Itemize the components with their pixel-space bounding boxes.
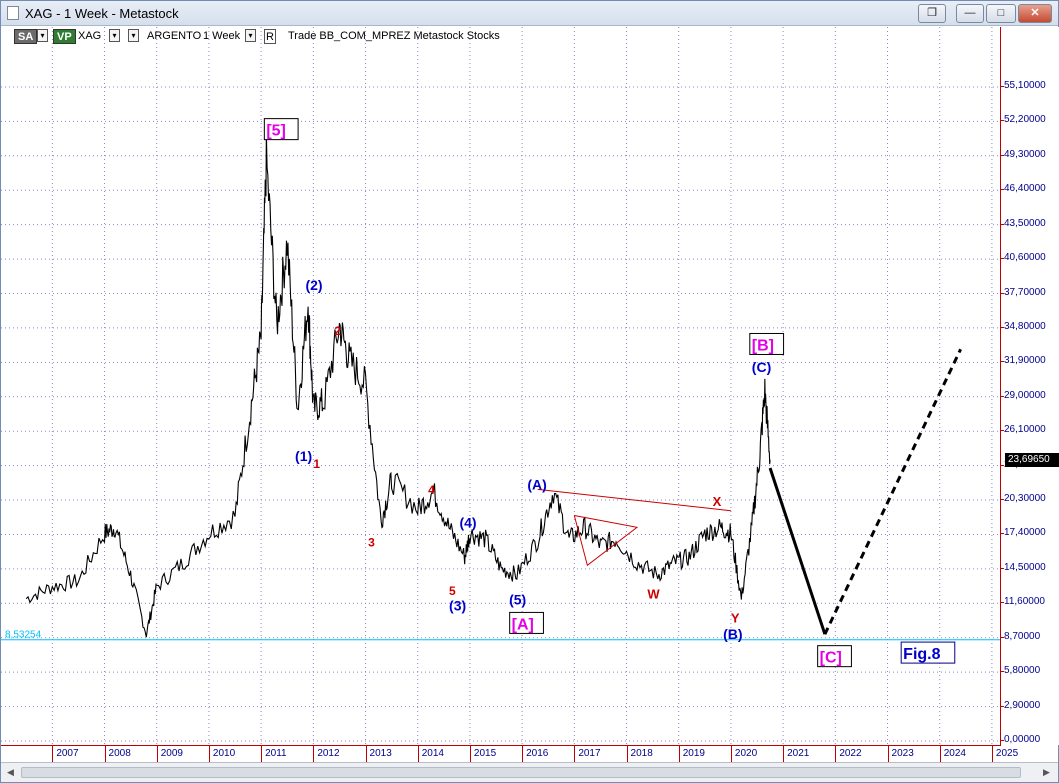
wave-label-wC: (C) [752,359,771,375]
period-label: 1 Week [203,30,241,42]
price-series-line [25,131,771,638]
wave-label-box [749,332,785,355]
y-tick-label: 26,10000 [1000,424,1046,436]
wave-label-w5: (5) [509,591,526,607]
wave-label-wC_major: [C] [820,650,842,667]
title-bar: XAG - 1 Week - Metastock ❐ — □ ✕ [1,1,1058,26]
wave-label-s5: 5 [449,584,456,598]
y-tick-label: 40,60000 [1000,252,1046,264]
x-tick-label: 2007 [52,746,79,762]
chart-plot-area[interactable]: [5] (2) (1) (3) (4) (5) 2 1 3 4 5 [A] (A) X W Y (B) (C) [B… [1,27,1001,745]
wave-label-fig: Fig.8 [903,646,940,663]
projection-down-line [768,467,827,635]
window-title: XAG - 1 Week - Metastock [25,6,179,21]
x-tick-label: 2011 [261,746,287,762]
x-tick-label: 2016 [522,746,549,762]
sa-button[interactable]: SA [14,29,38,44]
y-axis: 55,10000 52,20000 49,30000 46,40000 43,50000… [999,27,1059,745]
vp-button[interactable]: VP [53,29,76,44]
wave-label-box [263,118,299,141]
x-tick-label: 2024 [939,746,966,762]
scroll-right-icon[interactable]: ▶ [1043,767,1050,777]
wave-label-w2: (2) [305,277,322,293]
chart-toolbar: SA ▾ VP XAG ▾ ▾ ARGENTO 1 Week ▾ R Trade… [1,27,1001,47]
symbol-dropdown-icon[interactable]: ▾ [109,29,120,42]
scroll-left-icon[interactable]: ◀ [7,767,14,777]
wave-label-wW: W [647,587,660,602]
x-tick-label: 2008 [104,746,131,762]
y-tick-label: 31,90000 [1000,355,1046,367]
y-tick-label: 0,00000 [999,734,1041,745]
y-tick-label: 37,70000 [1000,286,1046,298]
x-tick-label: 2010 [208,746,236,762]
projection-up-line [823,348,962,635]
wave-label-wB_major: [B] [752,337,774,354]
maximize-button[interactable]: □ [986,4,1016,23]
document-icon [7,6,19,20]
y-tick-label: 46,40000 [1000,183,1046,195]
y-tick-label: 5,80000 [999,665,1041,677]
y-tick-label: 2,90000 [999,699,1041,711]
minimize-button[interactable]: — [956,4,984,23]
triangle-pattern [573,514,639,567]
wave-label-box [817,645,852,668]
x-tick-label: 2025 [991,746,1019,762]
x-tick-label: 2023 [887,746,914,762]
y-tick-label: 34,80000 [1000,320,1046,332]
x-tick-label: 2009 [156,746,183,762]
sa-dropdown-icon[interactable]: ▾ [37,29,48,42]
wave-label-w4: (4) [459,514,476,530]
y-tick-label: 55,10000 [1000,79,1046,91]
x-tick-label: 2018 [626,746,653,762]
horizontal-scrollbar[interactable]: ◀ ▶ [1,762,1058,782]
wave-label-wY: Y [731,610,740,625]
y-tick-label: 43,50000 [1000,217,1046,229]
y-tick-label: 20,30000 [1000,493,1046,505]
wave-label-s2: 2 [334,324,341,338]
x-tick-label: 2014 [417,746,444,762]
wave-label-w5_major: [5] [266,123,286,140]
x-tick-label: 2012 [313,746,340,762]
x-tick-label: 2013 [365,746,392,762]
y-tick-label: 49,30000 [1000,148,1046,160]
symbol-label: XAG [78,30,102,42]
wave-label-s4: 4 [428,483,435,497]
scrollbar-thumb[interactable] [21,767,1021,778]
wave-label-s3: 3 [368,535,375,549]
y-tick-label: 11,60000 [1000,596,1045,608]
wave-label-w1: (1) [295,448,312,464]
x-tick-label: 2022 [835,746,862,762]
toolbar-info: Trade BB_COM_MPREZ Metastock Stocks [288,30,500,42]
y-tick-label: 17,40000 [1000,527,1046,539]
x-tick-label: 2020 [730,746,758,762]
trend-line [537,488,731,512]
wave-label-wX: X [713,494,722,509]
x-tick-label: 2015 [469,746,497,762]
price-chart: [5] (2) (1) (3) (4) (5) 2 1 3 4 5 [A] (A) X W Y(B) (C) [B… [1,27,1001,745]
reference-level-label: 8,53254 [5,630,42,641]
wave-label-wB: (B) [723,626,742,642]
y-tick-label: 52,20000 [1000,114,1046,126]
last-price-tag: 23,69650 [1005,452,1059,467]
period-dropdown-icon[interactable]: ▾ [245,29,256,42]
r-button[interactable]: R [264,29,276,44]
y-tick-label: 29,00000 [1000,389,1046,401]
indicator-dropdown-icon[interactable]: ▾ [128,29,139,42]
wave-label-wA: (A) [527,476,546,492]
wave-label-box [509,611,544,634]
close-button[interactable]: ✕ [1018,4,1052,23]
y-tick-label: 14,50000 [1000,561,1046,573]
wave-label-wA_major: [A] [512,616,534,633]
y-tick-label: 8,70000 [999,630,1041,642]
wave-label-box [900,641,956,664]
security-name: ARGENTO [147,30,202,42]
x-tick-label: 2019 [678,746,705,762]
x-tick-label: 2017 [574,746,601,762]
restore-button[interactable]: ❐ [918,4,946,23]
x-tick-label: 2021 [783,746,810,762]
wave-label-s1: 1 [313,457,320,471]
x-axis: 2007 2008 2009 2010 2011 2012 2013 2014 2015 2016… [1,745,1018,762]
wave-label-w3: (3) [449,597,466,613]
